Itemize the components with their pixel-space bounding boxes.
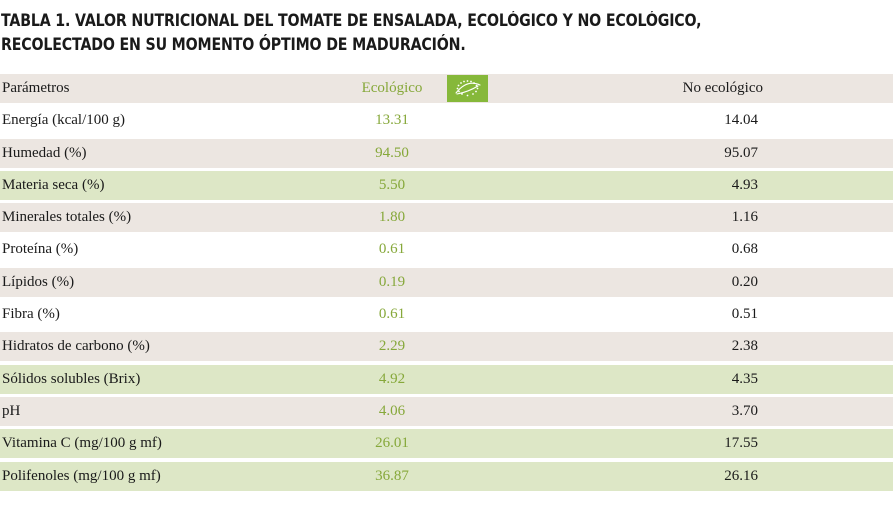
noeco-cell: 95.07 xyxy=(724,144,758,161)
eco-cell: 0.19 xyxy=(378,273,406,290)
noeco-cell: 14.04 xyxy=(724,112,758,129)
eco-cell: 2.29 xyxy=(378,338,406,355)
param-cell: Sólidos solubles (Brix) xyxy=(2,370,141,387)
param-cell: Lípidos (%) xyxy=(2,273,75,290)
table-row: Polifenoles (mg/100 g mf) 36.87 26.16 xyxy=(0,461,893,491)
table-row: Vitamina C (mg/100 g mf) 26.01 17.55 xyxy=(0,429,893,459)
eco-cell: 1.80 xyxy=(378,209,406,226)
param-cell: Hidratos de carbono (%) xyxy=(2,338,150,355)
table-header-row: Parámetros Ecológico xyxy=(0,74,893,103)
eco-cell: 5.50 xyxy=(378,176,406,193)
header-param: Parámetros xyxy=(2,80,70,96)
eco-cell: 13.31 xyxy=(375,112,409,129)
table-row: Proteína (%) 0.61 0.68 xyxy=(0,235,893,265)
table-title: TABLA 1. VALOR NUTRICIONAL DEL TOMATE DE… xyxy=(1,9,758,57)
table-row: Hidratos de carbono (%) 2.29 2.38 xyxy=(0,332,893,362)
param-cell: Energía (kcal/100 g) xyxy=(2,112,126,129)
param-cell: Materia seca (%) xyxy=(2,176,105,193)
table-row: Lípidos (%) 0.19 0.20 xyxy=(0,267,893,297)
eco-cell: 4.92 xyxy=(378,370,406,387)
noeco-cell: 0.20 xyxy=(731,273,758,290)
param-cell: Polifenoles (mg/100 g mf) xyxy=(2,467,161,484)
eco-cell: 4.06 xyxy=(378,402,406,419)
noeco-cell: 3.70 xyxy=(731,402,758,419)
param-cell: Vitamina C (mg/100 g mf) xyxy=(2,435,162,452)
param-cell: Humedad (%) xyxy=(2,144,87,161)
eu-organic-leaf-icon xyxy=(447,75,488,102)
table-row: Materia seca (%) 5.50 4.93 xyxy=(0,170,893,200)
noeco-cell: 1.16 xyxy=(731,209,758,226)
table-row: Minerales totales (%) 1.80 1.16 xyxy=(0,203,893,233)
noeco-cell: 17.55 xyxy=(724,435,758,452)
table-row: pH 4.06 3.70 xyxy=(0,396,893,426)
nutrition-table: Parámetros Ecológico xyxy=(0,74,893,494)
noeco-cell: 2.38 xyxy=(731,338,758,355)
table-title-line-2: RECOLECTADO EN SU MOMENTO ÓPTIMO DE MADU… xyxy=(1,35,466,54)
table-title-line-1: TABLA 1. VALOR NUTRICIONAL DEL TOMATE DE… xyxy=(1,11,702,30)
eco-cell: 36.87 xyxy=(375,467,409,484)
eco-cell: 26.01 xyxy=(375,435,409,452)
table-row: Sólidos solubles (Brix) 4.92 4.35 xyxy=(0,364,893,394)
table-row: Fibra (%) 0.61 0.51 xyxy=(0,300,893,330)
param-cell: Proteína (%) xyxy=(2,241,79,258)
table-row: Humedad (%) 94.50 95.07 xyxy=(0,138,893,168)
param-cell: pH xyxy=(2,402,21,419)
eco-cell: 94.50 xyxy=(375,144,409,161)
noeco-cell: 4.35 xyxy=(731,370,758,387)
eco-cell: 0.61 xyxy=(378,241,406,258)
header-eco: Ecológico xyxy=(361,80,423,96)
header-noeco: No ecológico xyxy=(682,80,763,96)
table-row: Energía (kcal/100 g) 13.31 14.04 xyxy=(0,106,893,136)
noeco-cell: 0.51 xyxy=(731,306,758,323)
param-cell: Fibra (%) xyxy=(2,306,60,323)
noeco-cell: 26.16 xyxy=(724,467,758,484)
noeco-cell: 0.68 xyxy=(731,241,758,258)
param-cell: Minerales totales (%) xyxy=(2,209,132,226)
noeco-cell: 4.93 xyxy=(731,176,758,193)
eco-cell: 0.61 xyxy=(378,306,406,323)
